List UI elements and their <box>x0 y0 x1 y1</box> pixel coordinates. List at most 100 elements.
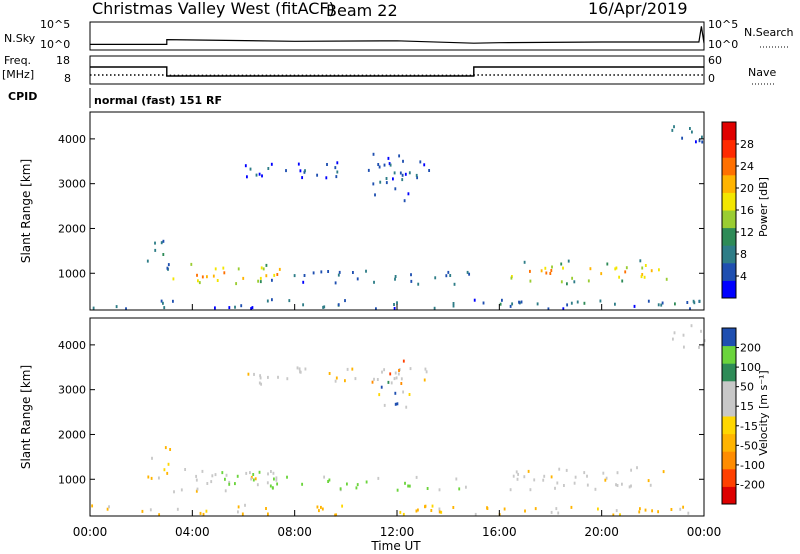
y-tick-label: 2000 <box>58 222 86 235</box>
scatter-cell <box>244 503 246 507</box>
scatter-cell <box>700 329 702 333</box>
scatter-cell <box>344 379 346 383</box>
scatter-cell <box>398 154 401 158</box>
scatter-cell <box>303 170 306 174</box>
colorbar-segment <box>722 122 736 141</box>
scatter-cell <box>698 139 701 143</box>
scatter-cell <box>223 271 226 275</box>
scatter-cell <box>425 370 428 374</box>
velocity-panel-frame <box>89 317 705 517</box>
colorbar-segment <box>722 451 736 470</box>
x-tick-label: 00:00 <box>73 525 108 539</box>
scatter-cell <box>555 507 558 511</box>
scatter-cell <box>334 166 337 170</box>
scatter-cell <box>554 486 556 490</box>
scatter-cell <box>298 367 301 371</box>
scatter-cell <box>424 367 427 371</box>
noise-right-tick-top: 10^5 <box>708 18 738 31</box>
scatter-cell <box>589 267 592 271</box>
scatter-cell <box>574 475 577 479</box>
scatter-cell <box>325 176 328 180</box>
scatter-cell <box>160 241 163 245</box>
scatter-cell <box>344 299 346 303</box>
scatter-cell <box>566 282 568 286</box>
scatter-cell <box>649 483 652 487</box>
scatter-cell <box>376 378 379 381</box>
noise-left-label: N.Sky <box>4 32 36 45</box>
scatter-cell <box>335 513 338 517</box>
scatter-cell <box>387 156 390 160</box>
scatter-cell <box>393 303 395 306</box>
velocity-colorbar-label: Velocity [m s⁻¹] <box>757 370 770 455</box>
scatter-cell <box>275 478 278 482</box>
scatter-cell <box>162 239 165 243</box>
x-tick-label: 20:00 <box>584 525 619 539</box>
scatter-cell <box>690 324 693 328</box>
scatter-cell <box>682 333 685 337</box>
colorbar-segment <box>722 380 736 399</box>
scatter-cell <box>550 269 553 272</box>
scatter-cell <box>258 381 261 385</box>
scatter-cell <box>163 468 166 472</box>
noise-left-tick-top: 10^5 <box>40 18 70 31</box>
scatter-cell <box>393 377 396 381</box>
scatter-cell <box>509 304 512 308</box>
scatter-cell <box>424 505 426 509</box>
scatter-cell <box>686 301 689 304</box>
scatter-cell <box>417 508 419 512</box>
scatter-cell <box>167 263 170 267</box>
scatter-cell <box>258 470 261 474</box>
scatter-cell <box>278 267 281 271</box>
scatter-cell <box>206 275 208 279</box>
scatter-cell <box>336 161 339 165</box>
scatter-cell <box>234 482 236 486</box>
scatter-cell <box>337 273 340 277</box>
scatter-cell <box>674 302 676 306</box>
scatter-cell <box>383 368 386 372</box>
scatter-cell <box>408 484 411 488</box>
scatter-cell <box>426 487 429 490</box>
scatter-cell <box>302 303 305 307</box>
scatter-cell <box>149 508 152 512</box>
scatter-cell <box>670 508 673 511</box>
scatter-cell <box>163 306 166 310</box>
scatter-cell <box>533 478 536 482</box>
scatter-cell <box>465 485 467 489</box>
colorbar-segment <box>722 398 736 417</box>
scatter-cell <box>405 405 408 409</box>
scatter-cell <box>466 270 469 274</box>
y-tick-label: 1000 <box>58 473 86 486</box>
scatter-cell <box>201 469 204 473</box>
scatter-cell <box>394 275 397 278</box>
scatter-cell <box>529 269 531 273</box>
scatter-cell <box>597 507 599 511</box>
scatter-cell <box>633 304 636 308</box>
scatter-cell <box>614 267 617 271</box>
scatter-cell <box>269 484 272 488</box>
x-tick-label: 16:00 <box>482 525 517 539</box>
beam-label: Beam 22 <box>326 1 398 20</box>
scatter-cell <box>515 470 518 474</box>
scatter-cell <box>160 299 163 303</box>
scatter-cell <box>586 483 589 487</box>
scatter-cell <box>618 275 621 279</box>
colorbar-tick-label: 24 <box>740 160 754 173</box>
scatter-cell <box>396 301 398 305</box>
scatter-cell <box>273 273 276 277</box>
scatter-cell <box>545 271 548 275</box>
scatter-cell <box>452 506 455 509</box>
scatter-cell <box>250 477 253 481</box>
scatter-cell <box>573 481 576 485</box>
colorbar-tick-label: 28 <box>740 138 754 151</box>
scatter-cell <box>256 483 259 487</box>
scatter-cell <box>389 163 392 167</box>
noise-sky-line <box>90 26 705 46</box>
scatter-cell <box>560 280 563 284</box>
scatter-cell <box>501 298 503 302</box>
scatter-cell <box>616 484 619 487</box>
scatter-cell <box>600 272 603 276</box>
scatter-cell <box>557 511 560 515</box>
scatter-cell <box>687 511 690 515</box>
scatter-cell <box>657 303 660 307</box>
scatter-cell <box>486 506 488 510</box>
